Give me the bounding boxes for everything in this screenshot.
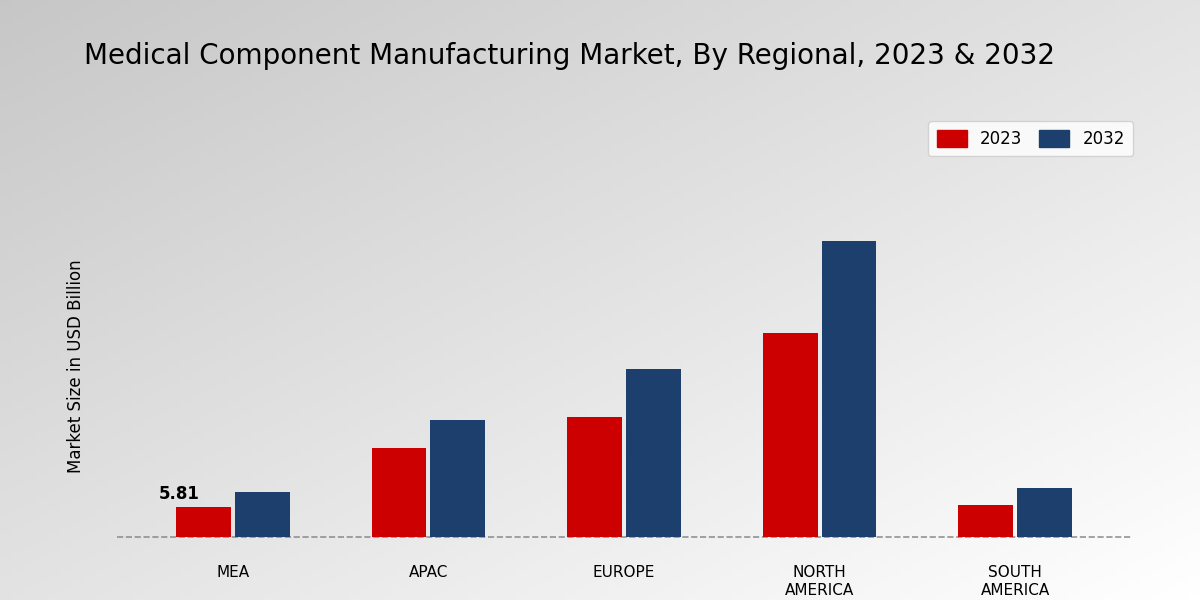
- Bar: [763, 333, 817, 537]
- Bar: [235, 492, 289, 537]
- Text: 5.81: 5.81: [160, 485, 200, 503]
- Legend: 2023, 2032: 2023, 2032: [929, 121, 1133, 156]
- Text: Medical Component Manufacturing Market, By Regional, 2023 & 2032: Medical Component Manufacturing Market, …: [84, 42, 1055, 70]
- Bar: [822, 241, 876, 537]
- Y-axis label: Market Size in USD Billion: Market Size in USD Billion: [67, 259, 85, 473]
- Bar: [568, 417, 622, 537]
- Bar: [626, 368, 680, 537]
- Bar: [372, 448, 426, 537]
- Bar: [431, 419, 485, 537]
- Bar: [176, 507, 230, 537]
- Bar: [959, 505, 1013, 537]
- Bar: [1018, 488, 1072, 537]
